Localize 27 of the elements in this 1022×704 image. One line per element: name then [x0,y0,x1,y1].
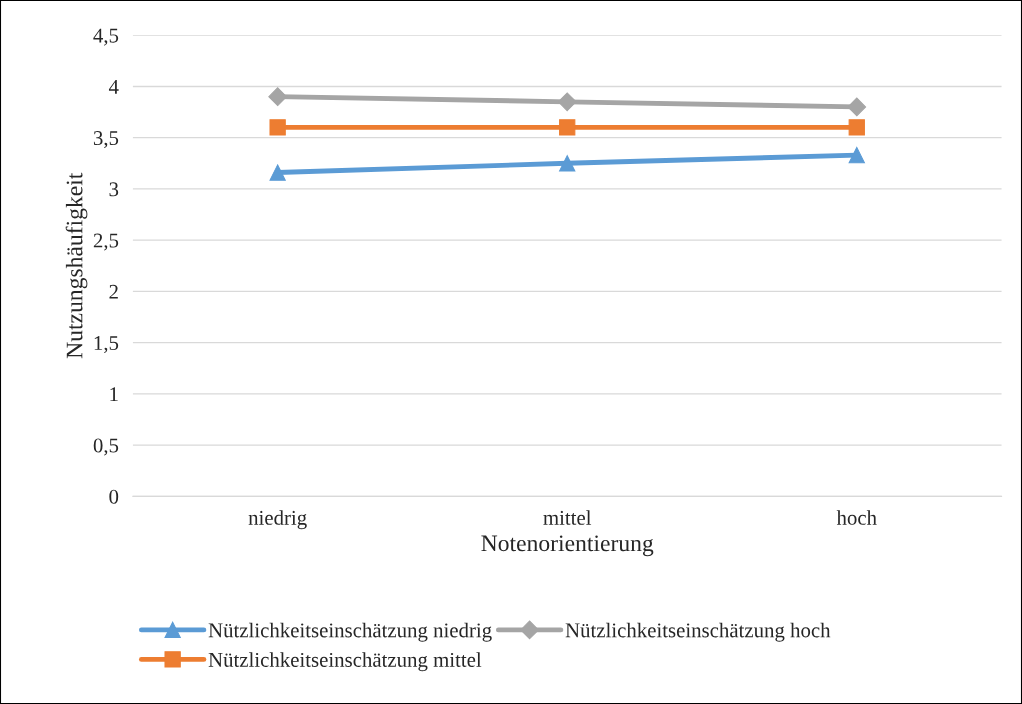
legend-label: Nützlichkeitseinschätzung hoch [565,622,831,642]
y-tick-label: 2,5 [93,233,119,251]
point [847,97,867,117]
x-tick-label: niedrig [248,510,307,530]
point [559,155,576,172]
y-tick-label: 1 [110,387,118,402]
y-tick-label: 4 [108,79,119,94]
point [268,87,287,107]
x-tick-label: hoch [836,510,877,525]
y-tick-label: 0 [109,489,119,504]
point [269,164,286,181]
legend-label: Nützlichkeitseinschätzung mittel [208,652,482,672]
point [559,119,576,136]
y-tick-label: 1,5 [94,336,119,354]
y-tick-label: 2 [109,284,118,299]
y-tick-label: 0,5 [93,438,119,456]
point [269,119,286,136]
x-tick-label: mittel [543,510,592,525]
point [848,119,865,136]
x-axis-title: Notenorientierung [481,535,654,557]
legend-label: Nützlichkeitseinschätzung niedrig [208,622,492,642]
y-tick-label: 3,5 [93,131,119,149]
y-tick-label: 3 [109,182,119,197]
y-axis-title: Nutzungshäufigkeit [65,172,88,359]
point [557,92,577,112]
point [848,146,865,164]
y-tick-label: 4,5 [93,28,119,46]
